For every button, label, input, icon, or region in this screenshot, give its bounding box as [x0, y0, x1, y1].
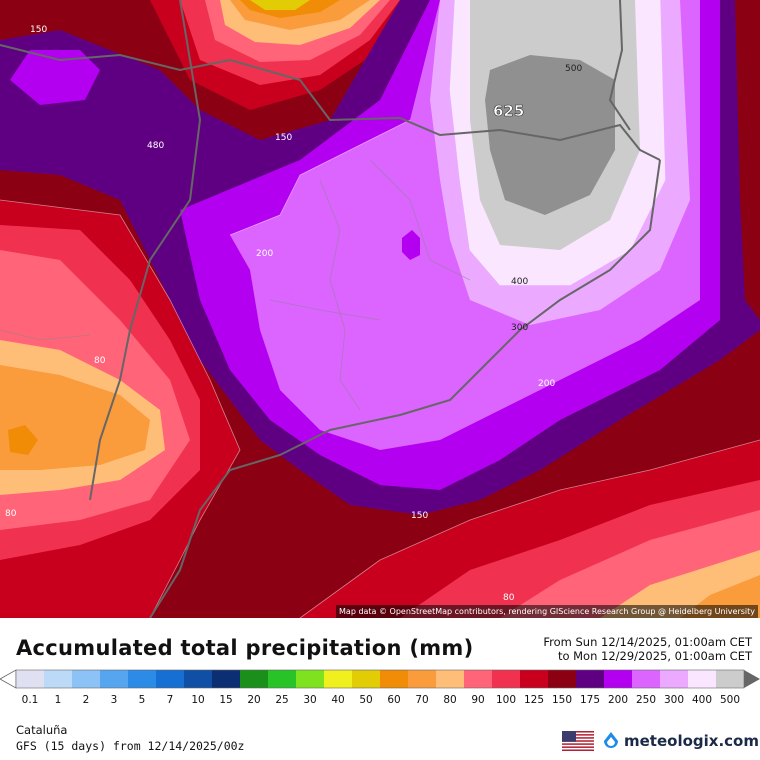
scale-tick-label: 3	[110, 694, 118, 706]
contour-labels: 150 480 150 200 80 80 625 500 400 300 20…	[5, 25, 582, 603]
contour-label: 150	[30, 25, 47, 35]
scale-swatch	[660, 670, 689, 688]
contour-70-west	[0, 365, 150, 470]
scale-swatch	[296, 670, 325, 688]
scale-tick-label: 40	[331, 694, 345, 706]
scale-tick-label: 2	[82, 694, 90, 706]
contour-label: 200	[256, 249, 273, 259]
contour-label: 80	[503, 593, 515, 603]
brand-name: meteologix.com	[624, 732, 759, 750]
contour-label: 150	[411, 511, 428, 521]
country-borders	[0, 0, 661, 618]
scale-swatch	[464, 670, 493, 688]
scale-swatch	[352, 670, 381, 688]
scale-swatch	[44, 670, 73, 688]
contour-label: 200	[538, 379, 555, 389]
scale-swatch	[240, 670, 269, 688]
scale-swatch	[184, 670, 213, 688]
scale-swatch	[492, 670, 521, 688]
scale-swatch	[520, 670, 549, 688]
scale-swatch	[716, 670, 745, 688]
scale-tick-label: 300	[663, 694, 685, 706]
scale-swatch	[576, 670, 605, 688]
scale-border	[15, 669, 745, 689]
period-to: to Mon 12/29/2025, 01:00am CET	[557, 649, 752, 663]
legend-title: Accumulated total precipitation (mm)	[16, 636, 474, 660]
scale-tick-label: 150	[551, 694, 573, 706]
scale-swatch	[156, 670, 185, 688]
scale-tick-label: 25	[275, 694, 289, 706]
region-label: Cataluña	[16, 723, 68, 737]
scale-tick-label: 7	[166, 694, 174, 706]
scale-tick-label: 400	[691, 694, 713, 706]
scale-tick-label: 200	[607, 694, 629, 706]
scale-swatch	[72, 670, 101, 688]
scale-swatch	[436, 670, 465, 688]
region-borders	[0, 159, 471, 411]
scale-swatch	[632, 670, 661, 688]
scale-tick-label: 15	[219, 694, 233, 706]
model-label: GFS (15 days) from 12/14/2025/00z	[16, 739, 245, 753]
scale-tick-label: 80	[443, 694, 457, 706]
scale-swatch	[128, 670, 157, 688]
scale-swatch	[688, 670, 717, 688]
scale-tick-label: 175	[579, 694, 601, 706]
scale-arrow-left	[0, 669, 17, 689]
contour-50-north	[250, 0, 310, 10]
color-scale-ticks: 0.1 1 2 3 5 7 10 15 20 25 30 40 50 60 70 80 90 100 125 150 1…	[0, 694, 760, 708]
contour-200	[10, 50, 100, 105]
contour-label: 300	[511, 323, 528, 333]
contour-label: 150	[275, 133, 292, 143]
scale-tick-label: 10	[191, 694, 205, 706]
scale-swatch	[408, 670, 437, 688]
scale-arrow-right	[744, 670, 760, 688]
drop-icon	[604, 732, 618, 748]
scale-swatch	[380, 670, 409, 688]
scale-tick-label: 1	[54, 694, 62, 706]
scale-tick-label: 90	[471, 694, 485, 706]
map-attribution[interactable]: Map data © OpenStreetMap contributors, r…	[336, 605, 758, 618]
contour-label: 480	[147, 141, 164, 151]
brand-logo[interactable]: meteologix.com	[601, 729, 759, 753]
period-from: From Sun 12/14/2025, 01:00am CET	[543, 635, 752, 649]
scale-tick-label: 5	[138, 694, 146, 706]
scale-tick-label: 100	[495, 694, 517, 706]
scale-tick-label: 60	[387, 694, 401, 706]
scale-tick-label: 50	[359, 694, 373, 706]
scale-tick-label: 250	[635, 694, 657, 706]
scale-tick-label: 0.1	[21, 694, 39, 706]
scale-swatch	[16, 670, 45, 688]
us-flag-icon[interactable]	[562, 731, 594, 751]
scale-swatch	[212, 670, 241, 688]
contour-label-max: 625	[493, 102, 524, 120]
scale-tick-label: 30	[303, 694, 317, 706]
scale-swatch	[268, 670, 297, 688]
contour-60-west-spot	[8, 425, 38, 455]
contour-200-spot	[402, 230, 420, 260]
scale-tick-label: 20	[247, 694, 261, 706]
color-scale-bar	[0, 669, 760, 689]
scale-swatch	[604, 670, 633, 688]
contour-label: 80	[5, 509, 17, 519]
scale-swatch	[548, 670, 577, 688]
contour-label: 400	[511, 277, 528, 287]
scale-swatch	[324, 670, 353, 688]
contour-label: 80	[94, 356, 106, 366]
scale-tick-label: 70	[415, 694, 429, 706]
contour-label: 500	[565, 64, 582, 74]
scale-tick-label: 125	[523, 694, 545, 706]
scale-tick-label: 500	[719, 694, 741, 706]
precipitation-map: 150 480 150 200 80 80 625 500 400 300 20…	[0, 0, 760, 618]
contour-625	[485, 55, 615, 215]
scale-swatch	[100, 670, 129, 688]
contour-150-east-edge	[735, 0, 760, 320]
legend-panel	[0, 618, 760, 760]
